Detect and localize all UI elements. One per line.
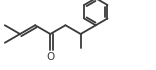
Text: O: O bbox=[47, 52, 55, 62]
